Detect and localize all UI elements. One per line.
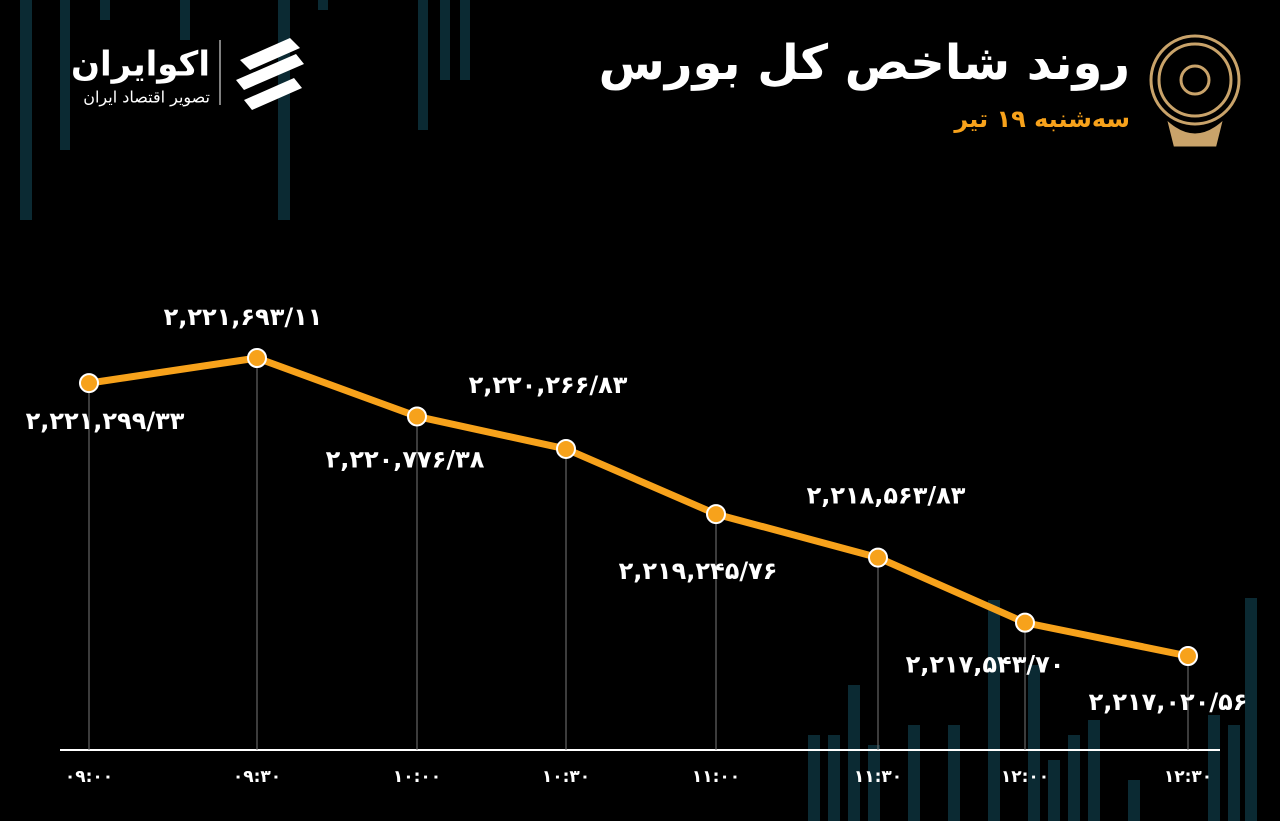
- data-label: ۲,۲۱۷,۵۴۳/۷۰: [906, 651, 1065, 679]
- emblem: [1149, 34, 1241, 147]
- brand-logo: [219, 38, 304, 110]
- decoration: [20, 0, 1257, 821]
- data-point: [1178, 646, 1198, 666]
- data-label: ۲,۲۱۹,۲۴۵/۷۶: [619, 557, 778, 585]
- data-point: [868, 547, 888, 568]
- x-tick-label: ۱۱:۰۰: [692, 767, 740, 787]
- data-label: ۲,۲۲۱,۶۹۳/۱۱: [164, 303, 323, 331]
- data-label: ۲,۲۱۸,۵۶۳/۸۳: [807, 482, 966, 510]
- brand-tagline: تصویر اقتصاد ایران: [83, 88, 210, 108]
- data-label: ۲,۲۲۰,۷۷۶/۳۸: [326, 445, 485, 473]
- brand-name: اکوایران: [71, 45, 210, 85]
- x-tick-label: ۰۹:۳۰: [233, 767, 281, 787]
- x-tick-label: ۰۹:۰۰: [65, 767, 113, 787]
- chart-title: روند شاخص کل بورس: [599, 35, 1130, 91]
- data-point: [407, 406, 427, 427]
- data-point: [1015, 612, 1035, 633]
- data-label: ۲,۲۱۷,۰۲۰/۵۶: [1089, 688, 1248, 716]
- data-point: [79, 373, 99, 394]
- x-tick-label: ۱۰:۳۰: [542, 767, 590, 787]
- x-tick-label: ۱۲:۳۰: [1164, 767, 1212, 787]
- x-tick-label: ۱۰:۰۰: [393, 767, 441, 787]
- x-tick-label: ۱۲:۰۰: [1001, 767, 1049, 787]
- series-line: [88, 354, 1189, 660]
- chart-subtitle: سه‌شنبه ۱۹ تیر: [953, 105, 1130, 133]
- x-tick-label: ۱۱:۳۰: [854, 767, 902, 787]
- data-point: [706, 504, 726, 525]
- data-label: ۲,۲۲۰,۲۶۶/۸۳: [469, 371, 628, 399]
- data-point: [556, 438, 576, 459]
- data-point: [247, 348, 267, 368]
- data-label: ۲,۲۲۱,۲۹۹/۳۳: [26, 407, 185, 435]
